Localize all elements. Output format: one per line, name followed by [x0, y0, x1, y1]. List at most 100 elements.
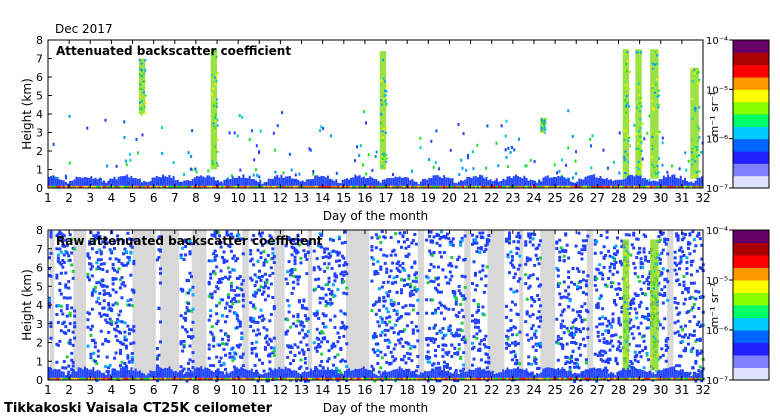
noise-pixel — [426, 281, 430, 285]
noise-pixel — [102, 284, 106, 288]
cloud-speck — [627, 353, 630, 356]
noise-pixel — [343, 230, 347, 234]
boundary-layer — [263, 373, 266, 380]
y-tick-label: 3 — [36, 127, 43, 140]
cloud-speck — [651, 156, 654, 159]
surface-layer — [145, 185, 148, 188]
surface-layer — [650, 185, 653, 188]
surface-layer — [343, 185, 346, 188]
noise-pixel — [681, 238, 685, 242]
noise-pixel — [678, 248, 682, 252]
noise-pixel — [232, 268, 236, 272]
boundary-layer — [151, 177, 154, 188]
surface-layer — [204, 377, 207, 380]
boundary-layer — [138, 370, 141, 380]
noise-pixel — [559, 313, 563, 317]
backscatter-speck — [646, 131, 649, 135]
noise-pixel — [374, 246, 378, 250]
noise-pixel — [323, 262, 327, 266]
noise-pixel — [49, 336, 53, 340]
surface-layer — [345, 185, 348, 188]
noise-pixel — [641, 275, 645, 279]
noise-pixel — [599, 294, 603, 298]
noise-pixel — [428, 336, 432, 340]
surface-layer — [113, 377, 116, 380]
cloud-speck — [655, 354, 658, 357]
surface-layer — [223, 377, 226, 380]
backscatter-speck — [457, 122, 460, 126]
noise-pixel — [407, 356, 411, 360]
noise-pixel — [460, 239, 464, 243]
cloud-speck — [628, 119, 631, 122]
noise-pixel — [404, 361, 408, 365]
surface-layer — [189, 185, 192, 188]
surface-layer — [60, 377, 63, 380]
noise-pixel — [612, 263, 616, 267]
noise-pixel — [320, 330, 324, 334]
noise-pixel — [539, 239, 543, 243]
surface-layer — [305, 377, 308, 380]
cloud-speck — [144, 80, 147, 83]
backscatter-speck — [566, 177, 569, 181]
noise-pixel — [216, 368, 220, 372]
x-tick-label: 5 — [129, 191, 137, 205]
surface-layer — [413, 377, 416, 380]
surface-layer — [527, 185, 530, 188]
noise-pixel — [666, 280, 670, 284]
surface-layer — [620, 185, 623, 188]
noise-pixel — [299, 340, 303, 344]
backscatter-speck — [561, 158, 564, 162]
surface-layer — [643, 377, 646, 380]
noise-pixel — [326, 301, 330, 305]
noise-pixel — [515, 235, 519, 239]
surface-layer — [360, 377, 363, 380]
noise-pixel — [426, 350, 430, 354]
boundary-layer — [362, 366, 365, 380]
surface-layer — [415, 185, 418, 188]
noise-pixel — [320, 245, 324, 249]
noise-pixel — [256, 328, 260, 332]
cloud-speck — [652, 305, 655, 308]
noise-pixel — [473, 238, 477, 242]
boundary-layer — [610, 179, 613, 188]
boundary-layer — [307, 179, 310, 188]
noise-pixel — [558, 302, 562, 306]
boundary-layer — [424, 370, 427, 380]
noise-pixel — [518, 362, 522, 366]
noise-pixel — [114, 277, 118, 281]
surface-layer — [143, 185, 146, 188]
surface-layer — [540, 377, 543, 380]
surface-layer — [261, 377, 264, 380]
noise-pixel — [258, 288, 262, 292]
noise-pixel — [377, 287, 381, 291]
noise-pixel — [249, 252, 253, 256]
noise-gap — [586, 230, 594, 380]
x-tick-label: 3 — [86, 191, 94, 205]
boundary-layer — [620, 370, 623, 380]
noise-pixel — [86, 275, 90, 279]
backscatter-speck — [500, 124, 503, 128]
surface-layer — [563, 377, 566, 380]
noise-pixel — [513, 272, 517, 276]
noise-pixel — [537, 366, 541, 370]
boundary-layer — [614, 374, 617, 380]
noise-pixel — [698, 338, 702, 342]
noise-pixel — [475, 332, 479, 336]
noise-pixel — [531, 345, 535, 349]
boundary-layer — [529, 179, 532, 188]
surface-layer — [502, 185, 505, 188]
surface-layer — [102, 377, 105, 380]
noise-pixel — [64, 283, 68, 287]
boundary-layer — [176, 372, 179, 380]
noise-pixel — [286, 270, 290, 274]
noise-pixel — [216, 319, 220, 323]
boundary-layer — [654, 374, 657, 380]
noise-pixel — [612, 299, 616, 303]
cloud-speck — [216, 150, 219, 153]
cloud-speck — [381, 158, 384, 161]
noise-pixel — [567, 305, 571, 309]
boundary-layer — [105, 374, 108, 380]
noise-pixel — [249, 316, 253, 320]
backscatter-speck — [590, 144, 593, 148]
cloud-speck — [623, 53, 626, 56]
